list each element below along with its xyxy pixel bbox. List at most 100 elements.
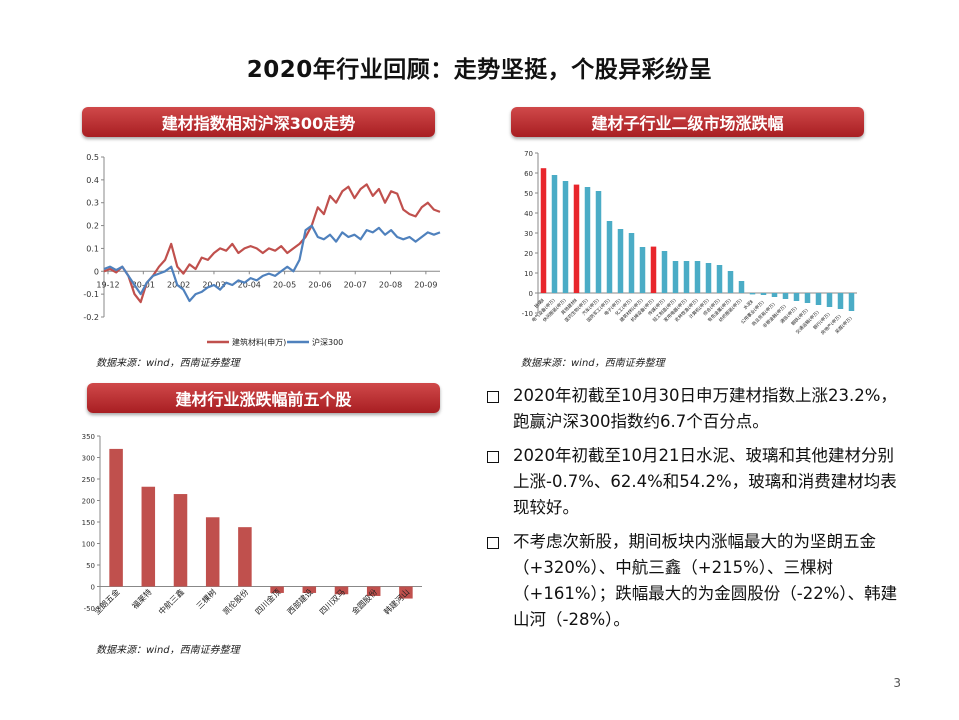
- category-label: 三棵树: [194, 587, 218, 611]
- y-tick-label: 0: [529, 290, 533, 298]
- subsector-chart-source: 数据来源：wind，西南证券整理: [521, 358, 665, 369]
- legend-label: 沪深300: [312, 337, 343, 347]
- bar: [606, 221, 613, 293]
- category-label: 金圆股份: [349, 587, 379, 617]
- bar: [551, 175, 558, 293]
- y-tick-label: 40: [524, 210, 533, 218]
- bar: [573, 184, 580, 293]
- bar: [366, 586, 381, 596]
- bar: [109, 448, 123, 587]
- y-tick-label: 20: [524, 250, 533, 258]
- category-label: 中航三鑫: [156, 587, 186, 617]
- y-tick-label: 50: [524, 190, 533, 198]
- bar: [826, 293, 833, 307]
- bullet-list: 2020年初截至10月30日申万建材指数上涨23.2%，跑赢沪深300指数约6.…: [487, 383, 907, 641]
- bar: [738, 281, 745, 293]
- bar: [334, 586, 349, 595]
- category-label: 福莱特: [130, 587, 154, 611]
- bar: [399, 586, 413, 599]
- category-label: 西部建设: [285, 587, 315, 617]
- bullet-box-icon: [487, 537, 499, 549]
- page-number: 3: [893, 676, 901, 690]
- y-tick-label: 100: [82, 541, 95, 549]
- line-chart-banner: 建材指数相对沪深300走势: [82, 107, 435, 137]
- x-tick-label: 19-12: [96, 280, 119, 289]
- y-tick-label: 70: [524, 150, 533, 158]
- y-tick-label: 0: [91, 584, 95, 592]
- series-line: [103, 224, 441, 303]
- bar: [771, 293, 778, 297]
- bar: [694, 261, 701, 293]
- y-tick-label: 50: [86, 562, 95, 570]
- bar: [804, 293, 811, 303]
- bullet-item: 2020年初截至10月30日申万建材指数上涨23.2%，跑赢沪深300指数约6.…: [487, 383, 907, 435]
- bar: [639, 247, 646, 293]
- x-tick-label: 20-01: [132, 280, 155, 289]
- y-tick-label: -10: [522, 310, 533, 318]
- y-tick-label: 150: [82, 519, 95, 527]
- y-tick-label: 0.4: [86, 176, 99, 185]
- bar: [683, 261, 690, 293]
- y-tick-label: 200: [82, 498, 95, 506]
- y-tick-label: 0.3: [86, 199, 99, 208]
- bar: [650, 246, 657, 293]
- bar: [661, 251, 668, 293]
- bar: [617, 229, 624, 293]
- stocks-chart-banner: 建材行业涨跌幅前五个股: [87, 383, 440, 413]
- bar: [727, 271, 734, 293]
- bar: [628, 233, 635, 293]
- bar: [595, 191, 602, 293]
- line-chart-source: 数据来源：wind，西南证券整理: [96, 358, 240, 369]
- bar: [302, 586, 317, 593]
- bar: [205, 517, 220, 587]
- bar: [716, 265, 723, 293]
- y-tick-label: 0.1: [86, 244, 99, 253]
- y-tick-label: 0: [94, 267, 99, 276]
- x-tick-label: 20-09: [414, 280, 437, 289]
- bullet-item: 不考虑次新股，期间板块内涨幅最大的为坚朗五金（+320%）、中航三鑫（+215%…: [487, 529, 907, 633]
- page-title: 2020年行业回顾：走势坚挺，个股异彩纷呈: [246, 57, 713, 83]
- bar: [848, 293, 855, 311]
- y-tick-label: -50: [84, 605, 95, 613]
- bar: [540, 168, 547, 293]
- bar: [584, 187, 591, 293]
- bar: [562, 181, 569, 293]
- bar: [173, 494, 188, 587]
- bullet-item: 2020年初截至10月21日水泥、玻璃和其他建材分别上涨-0.7%、62.4%和…: [487, 443, 907, 521]
- x-tick-label: 20-07: [344, 280, 367, 289]
- bar: [749, 293, 756, 295]
- bar: [793, 293, 800, 301]
- bullet-text: 2020年初截至10月21日水泥、玻璃和其他建材分别上涨-0.7%、62.4%和…: [513, 446, 897, 517]
- y-tick-label: -0.1: [83, 290, 99, 299]
- bar: [705, 263, 712, 293]
- bar: [760, 293, 767, 295]
- y-tick-label: 350: [82, 433, 95, 441]
- bar: [782, 293, 789, 299]
- legend-label: 建筑材料(申万): [232, 337, 286, 347]
- bar: [141, 486, 156, 587]
- y-tick-label: -0.2: [83, 313, 99, 322]
- subsector-chart-banner: 建材子行业二级市场涨跌幅: [511, 107, 864, 137]
- subsector-bar-chart: 706050403020100-10玻璃Ⅱ电气设备(申万)休闲服装(申万)其他建…: [522, 150, 857, 336]
- y-tick-label: 30: [524, 230, 533, 238]
- bar: [815, 293, 822, 305]
- y-tick-label: 0.2: [86, 222, 99, 231]
- y-tick-label: 0.5: [86, 153, 99, 162]
- x-tick-label: 20-05: [273, 280, 296, 289]
- series-line: [103, 183, 441, 304]
- category-label: 韩建河山: [382, 587, 412, 617]
- x-tick-label: 20-04: [238, 280, 261, 289]
- category-label: 凯伦股份: [221, 587, 251, 617]
- y-tick-label: 60: [524, 170, 533, 178]
- category-label: 坚朗五金: [92, 587, 122, 617]
- bullet-text: 不考虑次新股，期间板块内涨幅最大的为坚朗五金（+320%）、中航三鑫（+215%…: [513, 532, 898, 629]
- category-label: 四川双马: [318, 588, 347, 617]
- y-tick-label: 300: [82, 455, 95, 463]
- bar: [672, 261, 679, 293]
- bar: [837, 293, 844, 309]
- bullet-text: 2020年初截至10月30日申万建材指数上涨23.2%，跑赢沪深300指数约6.…: [513, 386, 897, 431]
- bullet-box-icon: [487, 451, 499, 463]
- line-chart: 0.50.40.30.20.10-0.1-0.219-12 20-01 20-02 2…: [83, 153, 441, 347]
- y-tick-label: 250: [82, 476, 95, 484]
